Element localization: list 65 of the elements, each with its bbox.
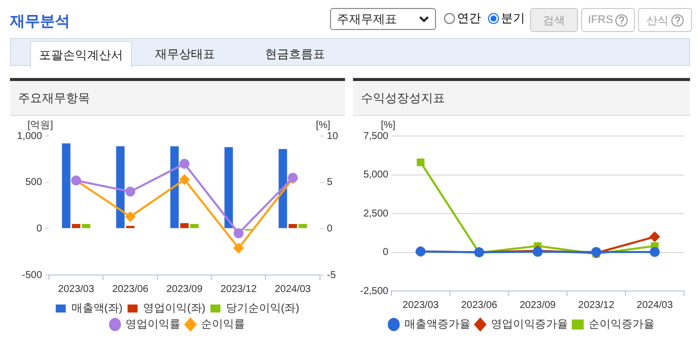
bar: [224, 147, 233, 228]
point: [650, 246, 660, 257]
legend-label: 영업이익(좌): [143, 302, 206, 315]
bar: [298, 224, 307, 228]
y2-tick-label: 0: [326, 223, 333, 234]
text: 산식: [646, 14, 668, 28]
x-tick-label: 2023/06: [112, 284, 149, 295]
legend-label: 매출액증가율: [404, 318, 470, 331]
bar: [190, 224, 199, 228]
x-tick-label: 2023/09: [520, 300, 556, 311]
text: 재무상태표: [154, 46, 216, 62]
y-tick-label: 5,000: [363, 170, 389, 180]
y-tick-label: 1,000: [16, 130, 42, 142]
bar: [180, 223, 189, 228]
text: 연간: [457, 10, 481, 27]
y2-tick-label: 5: [326, 177, 333, 188]
point: [234, 243, 244, 254]
chart-title: 주요재무항목: [10, 81, 345, 116]
legend-label: 영업이익률: [126, 318, 180, 331]
point: [179, 174, 190, 185]
bar: [72, 224, 80, 228]
legend-label: 영업이익증가율: [490, 318, 568, 331]
y-tick-label: 500: [25, 177, 42, 188]
text: 재무분석: [10, 12, 70, 31]
y2-axis-title: [%]: [316, 120, 331, 131]
y-axis-title: [억원]: [27, 120, 54, 131]
y-tick-label: 2,500: [363, 208, 389, 220]
legend-label: 당기순이익(좌): [226, 302, 300, 315]
bar: [288, 224, 298, 228]
x-tick-label: 2024/03: [636, 300, 674, 311]
legend-label: 순이익률: [201, 318, 245, 331]
point: [179, 158, 190, 169]
y-tick-label: -2,500: [360, 286, 389, 297]
text: 현금흐름표: [264, 46, 326, 62]
point: [234, 228, 244, 238]
point: [416, 158, 424, 166]
text: 검색: [530, 8, 578, 32]
bar: [82, 224, 90, 228]
x-tick-label: 2023/12: [578, 300, 615, 311]
text: 분기: [501, 10, 525, 27]
text: 주재무제표: [337, 10, 397, 28]
x-tick-label: 2023/09: [166, 284, 203, 295]
y-tick-label: 0: [36, 223, 42, 234]
x-tick-label: 2023/12: [220, 284, 258, 295]
y-tick-label: 0: [382, 247, 389, 258]
y-tick-label: -500: [22, 270, 42, 281]
legend-label: 매출액(좌): [71, 302, 123, 315]
bar: [278, 148, 288, 228]
point: [125, 212, 136, 222]
y-axis-title: [%]: [380, 120, 396, 131]
y2-tick-label: 10: [326, 130, 338, 142]
y-tick-label: 7,500: [363, 130, 389, 142]
x-tick-label: 2024/03: [274, 284, 312, 295]
y2-tick-label: -5: [326, 270, 336, 281]
text: 포괄손익계산서: [30, 41, 132, 68]
point: [125, 186, 136, 197]
point: [650, 232, 660, 242]
x-tick-label: 2023/06: [461, 300, 498, 311]
bar: [62, 143, 70, 228]
text: IFRS: [588, 14, 614, 26]
chart-title: 수익성장성지표: [353, 81, 690, 116]
x-tick-label: 2023/03: [58, 284, 95, 295]
x-tick-label: 2023/03: [402, 300, 440, 311]
bar: [116, 146, 125, 228]
legend-label: 순이익증가율: [588, 318, 654, 331]
